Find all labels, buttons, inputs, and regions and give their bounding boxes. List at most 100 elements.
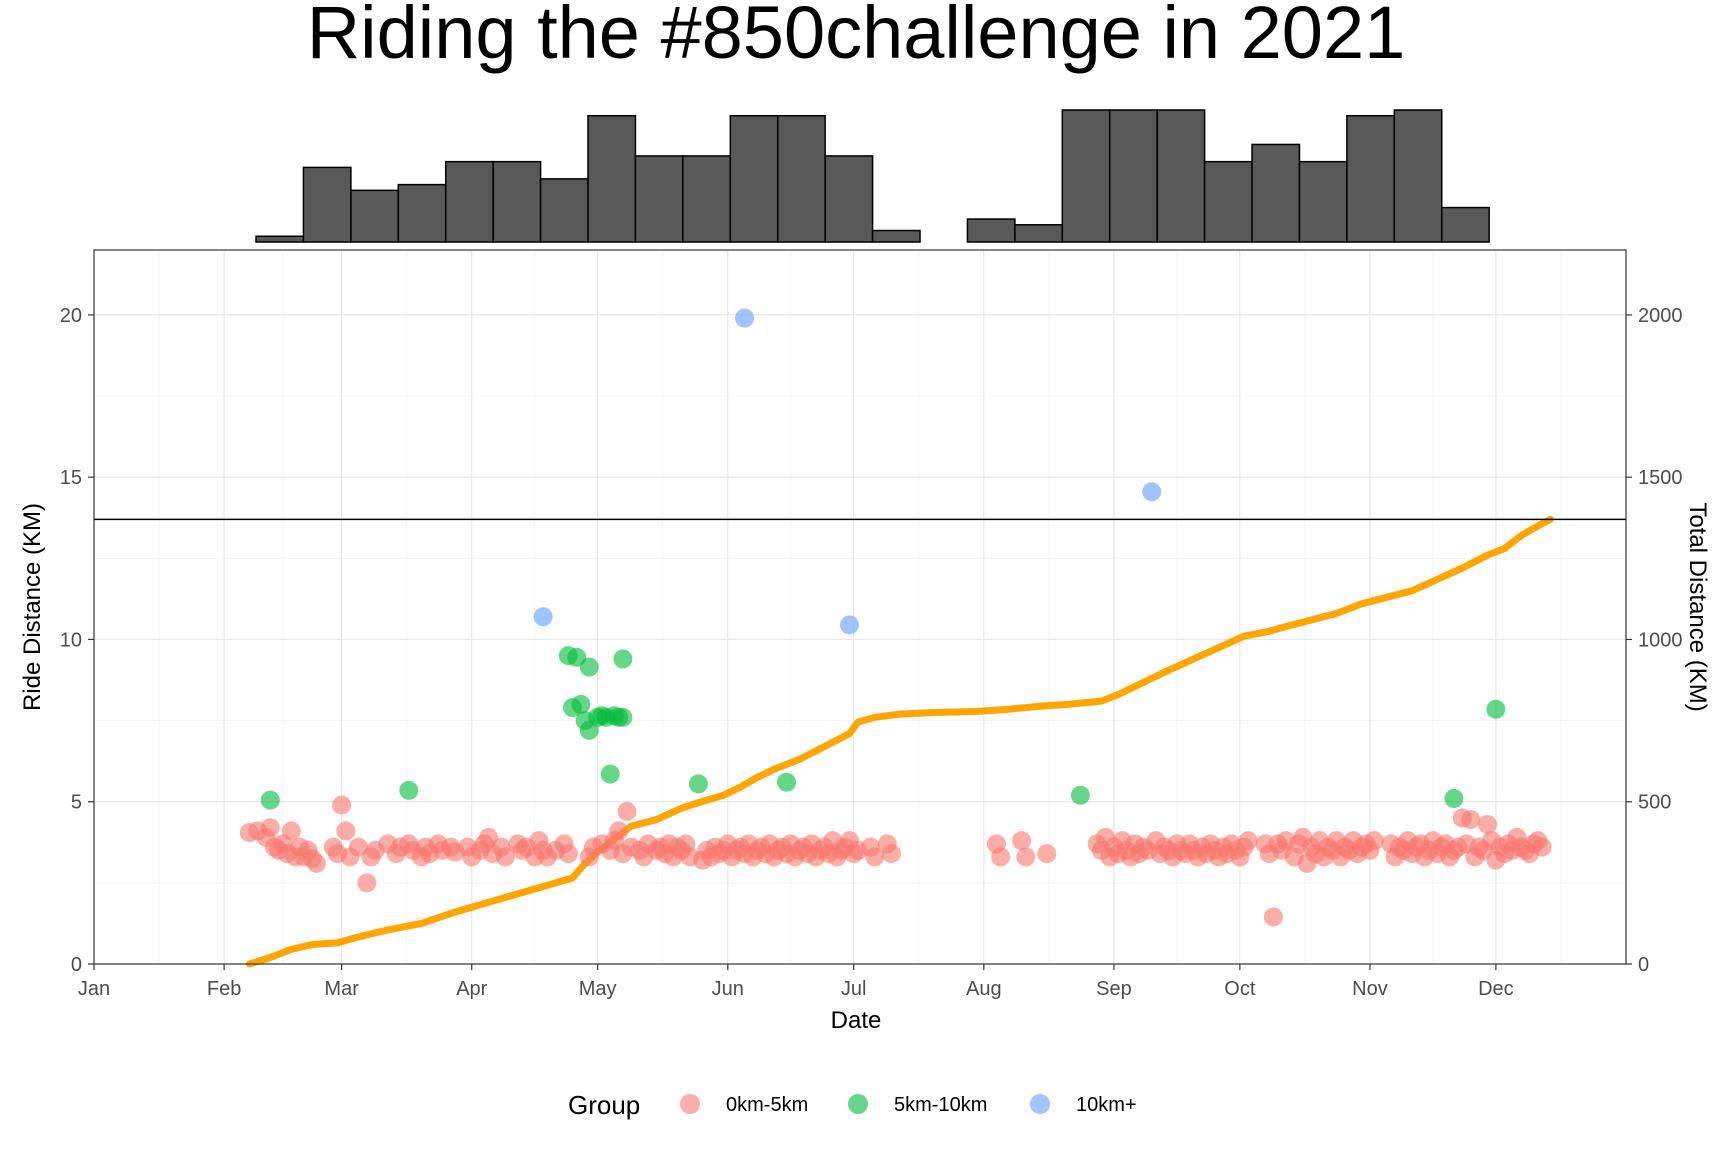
cumulative-distance-line xyxy=(245,515,1554,968)
hist-bar-7 xyxy=(492,160,542,243)
axes: Jan Feb Mar Apr May Jun Jul Aug Sep Oct Nov Dec 0 5 10… xyxy=(60,305,1683,1000)
hist-bar-27 xyxy=(1440,206,1490,243)
point-1-16 xyxy=(613,707,633,727)
y2-tick-label-4: 2000 xyxy=(1638,305,1683,327)
point-0-183 xyxy=(1364,831,1384,851)
y2-tick-label-1: 500 xyxy=(1638,792,1671,814)
x-tick-label-1: Feb xyxy=(207,978,241,1000)
cumulative-line-layer xyxy=(245,515,1554,968)
x-tick-label-6: Jul xyxy=(841,978,867,1000)
point-0-157 xyxy=(1238,831,1258,851)
plot-border xyxy=(93,249,1627,965)
hist-bar-21 xyxy=(1156,109,1206,243)
hist-bar-5 xyxy=(397,183,447,243)
hist-bar-15 xyxy=(871,229,921,243)
hist-bar-20 xyxy=(1108,109,1158,243)
point-0-116 xyxy=(881,844,901,864)
hist-bar-10 xyxy=(634,155,684,243)
hist-bar-18 xyxy=(1014,224,1064,243)
x-tick-label-7: Aug xyxy=(966,978,1002,1000)
series-1 xyxy=(260,646,1506,810)
point-2-2 xyxy=(840,615,860,635)
x-tick-label-8: Sep xyxy=(1096,978,1132,1000)
point-2-3 xyxy=(1142,482,1162,502)
point-1-1 xyxy=(399,780,419,800)
hist-bar-23 xyxy=(1251,143,1301,243)
point-1-17 xyxy=(688,774,708,794)
point-0-18 xyxy=(336,821,356,841)
x-tick-label-3: Apr xyxy=(456,978,487,1000)
x-axis-title: Date xyxy=(831,1007,882,1034)
x-tick-label-11: Dec xyxy=(1478,978,1514,1000)
point-0-59 xyxy=(609,821,629,841)
series-2 xyxy=(533,308,1162,635)
hist-bar-14 xyxy=(824,155,874,243)
legend-title: Group xyxy=(568,1090,640,1120)
legend-key-2 xyxy=(1030,1094,1050,1114)
point-0-120 xyxy=(1016,847,1036,867)
legend-label-2: 10km+ xyxy=(1076,1094,1137,1116)
point-1-5 xyxy=(571,694,591,714)
hist-bar-12 xyxy=(729,114,779,243)
hist-bar-25 xyxy=(1346,114,1396,243)
y-tick-label-0: 0 xyxy=(71,954,82,976)
point-0-118 xyxy=(991,847,1011,867)
ride-points xyxy=(239,308,1552,927)
point-0-8 xyxy=(281,821,301,841)
point-0-114 xyxy=(865,847,885,867)
point-0-203 xyxy=(1461,810,1481,830)
point-2-1 xyxy=(735,308,755,328)
point-1-15 xyxy=(613,649,633,669)
point-0-119 xyxy=(1012,831,1032,851)
hist-bar-6 xyxy=(444,160,494,243)
point-0-220 xyxy=(1532,837,1552,857)
y2-tick-label-0: 0 xyxy=(1638,954,1649,976)
legend-key-1 xyxy=(848,1094,868,1114)
hist-bar-22 xyxy=(1203,160,1253,243)
point-0-14 xyxy=(306,853,326,873)
hist-bar-19 xyxy=(1061,109,1111,243)
hist-bar-17 xyxy=(966,218,1016,243)
hist-bar-9 xyxy=(587,114,637,243)
y-axis-title: Ride Distance (KM) xyxy=(19,503,46,711)
hist-bar-11 xyxy=(682,155,732,243)
point-0-21 xyxy=(357,873,377,893)
x-tick-label-0: Jan xyxy=(78,978,110,1000)
y-tick-label-2: 10 xyxy=(60,629,82,651)
point-1-18 xyxy=(777,772,797,792)
y-tick-label-4: 20 xyxy=(60,305,82,327)
chart-title: Riding the #850challenge in 2021 xyxy=(307,0,1406,74)
point-1-0 xyxy=(260,790,280,810)
y2-tick-label-3: 1500 xyxy=(1638,467,1683,489)
y2-tick-label-2: 1000 xyxy=(1638,629,1683,651)
point-1-21 xyxy=(1486,699,1506,719)
hist-bar-2 xyxy=(255,235,305,243)
point-1-7 xyxy=(579,657,599,677)
hist-bar-4 xyxy=(350,189,400,243)
x-tick-label-5: Jun xyxy=(712,978,744,1000)
x-tick-label-4: May xyxy=(579,978,617,1000)
point-0-207 xyxy=(1477,814,1497,834)
point-1-20 xyxy=(1444,788,1464,808)
legend: Group 0km-5km 5km-10km 10km+ xyxy=(568,1090,1137,1120)
point-0-3 xyxy=(260,818,280,838)
legend-label-1: 5km-10km xyxy=(894,1094,987,1116)
point-1-19 xyxy=(1070,785,1090,805)
hist-bar-26 xyxy=(1393,109,1443,243)
x-tick-label-2: Mar xyxy=(324,978,359,1000)
point-2-0 xyxy=(533,607,553,627)
point-0-53 xyxy=(558,844,578,864)
hist-bar-24 xyxy=(1298,160,1348,243)
point-0-17 xyxy=(332,795,352,815)
point-0-160 xyxy=(1263,907,1283,927)
y-tick-label-3: 15 xyxy=(60,467,82,489)
x-tick-label-9: Oct xyxy=(1224,978,1256,1000)
legend-key-0 xyxy=(680,1094,700,1114)
hist-bar-13 xyxy=(776,114,826,243)
x-tick-label-10: Nov xyxy=(1352,978,1388,1000)
point-0-43 xyxy=(495,847,515,867)
series-0 xyxy=(239,795,1552,927)
hist-bar-8 xyxy=(539,178,589,243)
y2-axis-title: Total Distance (KM) xyxy=(1684,502,1711,711)
